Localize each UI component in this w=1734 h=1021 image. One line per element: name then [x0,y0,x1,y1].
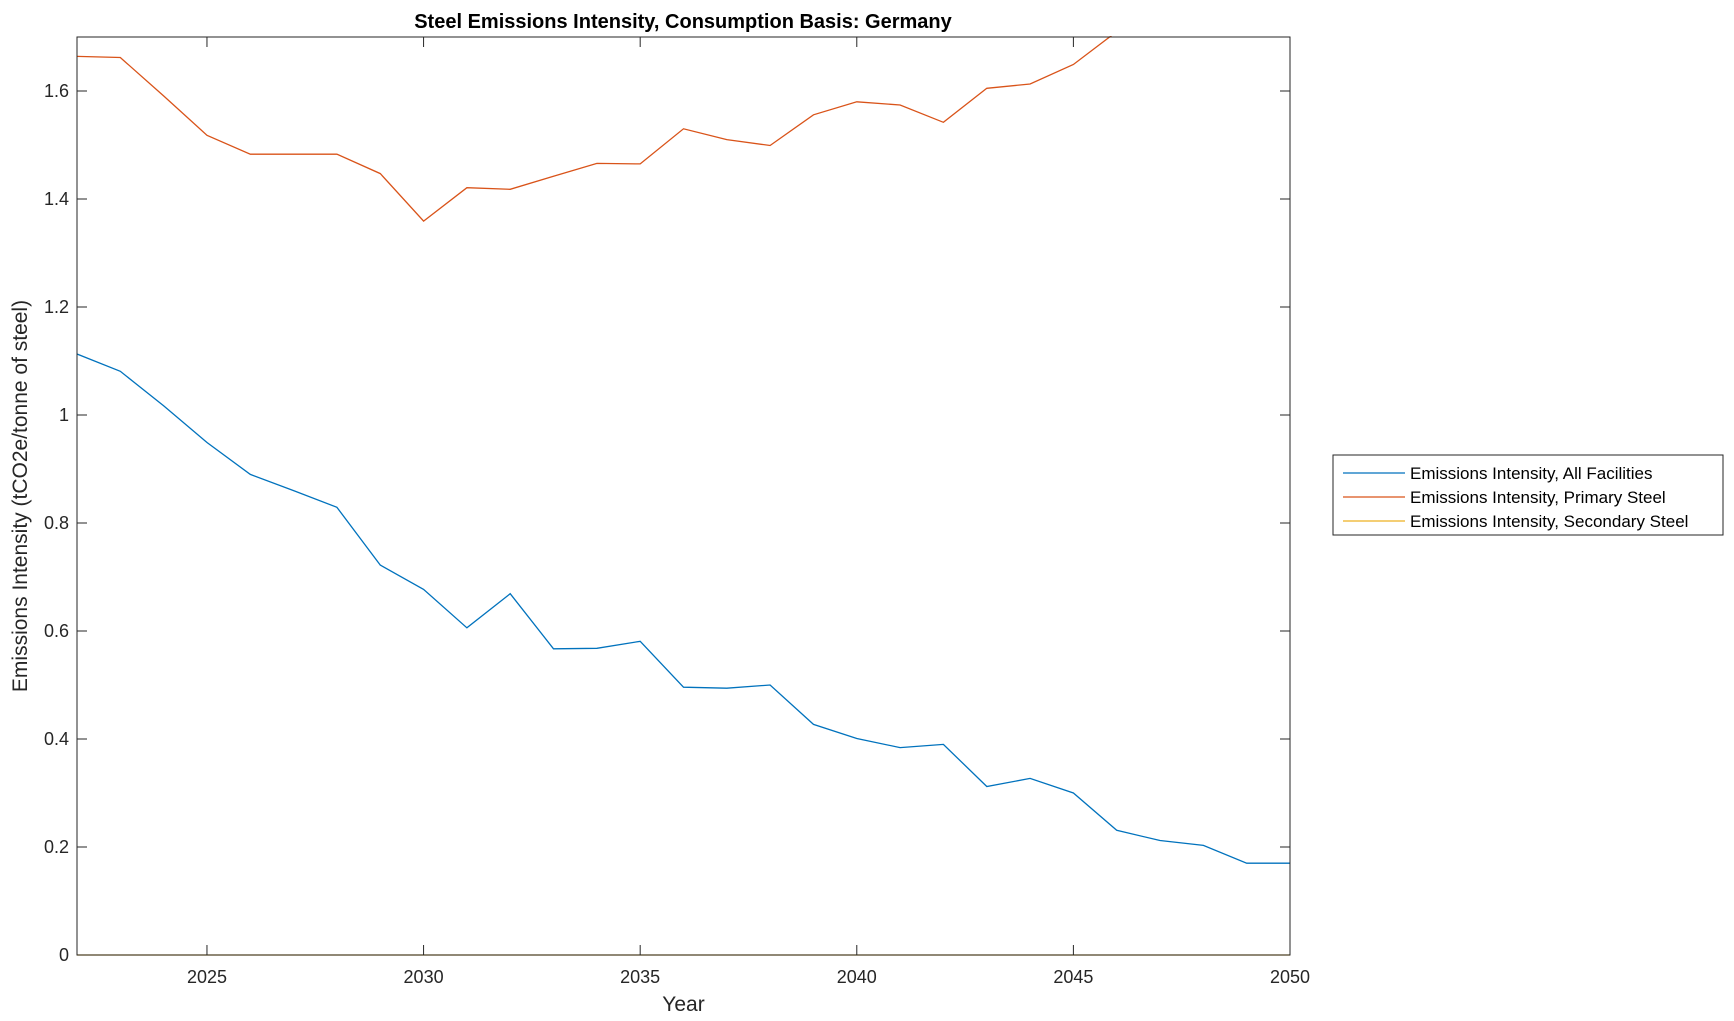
y-tick-label: 1.6 [44,81,69,101]
y-tick-label: 1 [59,405,69,425]
series-line-1 [77,353,1290,864]
x-tick-label: 2035 [620,967,660,987]
legend-box [1332,454,1724,536]
x-axis-label: Year [662,993,704,1016]
y-tick-label: 0.6 [44,621,69,641]
x-tick-label: 2045 [1053,967,1093,987]
legend-label-1: Emissions Intensity, All Facilities [1410,464,1652,483]
x-tick-label: 2030 [404,967,444,987]
chart-title: Steel Emissions Intensity, Consumption B… [414,11,952,33]
y-tick-label: 0.2 [44,837,69,857]
series-line-2 [77,36,1112,222]
axes-box [76,36,1291,956]
y-tick-label: 1.4 [44,189,69,209]
y-tick-label: 0.8 [44,513,69,533]
legend-label-3: Emissions Intensity, Secondary Steel [1410,512,1688,531]
axes-layer: 2025 2030 2035 2040 2045 2050 0 0.2 0.4 0.6 0.8 1 1.… [44,36,1310,987]
x-tick-label: 2025 [187,967,227,987]
y-tick-label: 0.4 [44,729,69,749]
y-tick-label: 1.2 [44,297,69,317]
x-tick-label: 2050 [1270,967,1310,987]
x-tick-label: 2040 [837,967,877,987]
legend: Emissions Intensity, All Facilities Emiss… [1332,454,1724,536]
y-tick-label: 0 [59,945,69,965]
plot-area [77,37,1290,955]
legend-label-2: Emissions Intensity, Primary Steel [1410,488,1666,507]
y-axis-label: Emissions Intensity (tCO2e/tonne of stee… [9,300,32,692]
